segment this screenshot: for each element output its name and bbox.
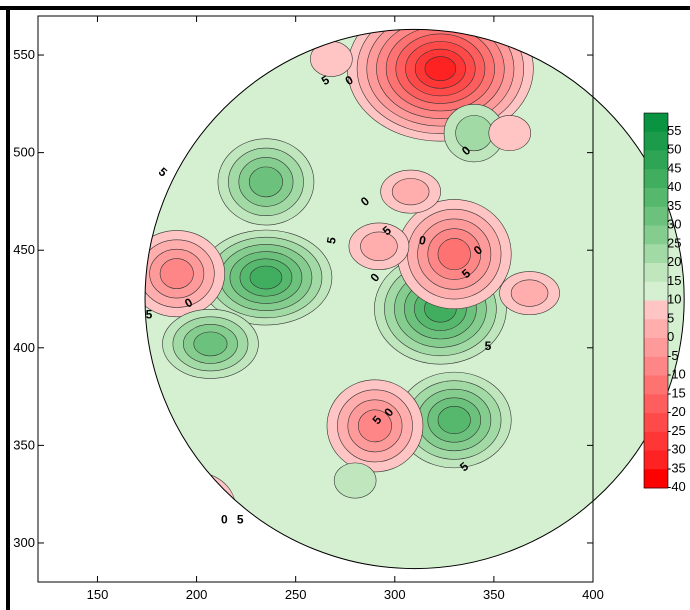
colorbar-label: 5: [667, 310, 674, 325]
colorbar-label: 50: [667, 142, 681, 157]
contour-band: [391, 178, 430, 206]
y-tick-label: 500: [13, 145, 35, 160]
x-tick-label: 200: [186, 587, 208, 602]
contour-feature: [199, 229, 333, 326]
colorbar-legend: 5550454035302520151050-5-10-15-20-25-30-…: [643, 112, 686, 494]
contour-feature: [380, 169, 441, 214]
contour-band: [488, 115, 532, 152]
colorbar-swatch: [644, 150, 668, 170]
colorbar-frame: [643, 112, 669, 489]
colorbar-label: -5: [667, 348, 679, 363]
contour-band: [248, 166, 283, 198]
x-tick-label: 400: [582, 587, 604, 602]
colorbar-label: 0: [667, 329, 674, 344]
contour-label: 0: [221, 513, 228, 527]
contour-feature: [145, 230, 226, 318]
x-tick-label: 350: [483, 587, 505, 602]
colorbar-label: -30: [667, 442, 686, 457]
contour-feature: [396, 371, 512, 469]
x-tick-label: 250: [285, 587, 307, 602]
contour-band: [159, 258, 194, 289]
colorbar-swatch: [644, 225, 668, 245]
contour-band: [193, 331, 228, 357]
contour-feature: [217, 138, 315, 226]
colorbar-label: 20: [667, 254, 681, 269]
contour-feature: [443, 104, 505, 163]
y-tick-label: 350: [13, 437, 35, 452]
contour-label: 0: [418, 233, 427, 248]
colorbar-label: 45: [667, 160, 681, 175]
contour-feature: [326, 379, 424, 473]
colorbar-label: 10: [667, 292, 681, 307]
x-tick-label: 300: [384, 587, 406, 602]
contour-band: [510, 279, 549, 307]
colorbar-swatch: [644, 244, 668, 264]
colorbar-swatch: [644, 450, 668, 470]
colorbar-swatch: [644, 281, 668, 301]
colorbar-label: -20: [667, 404, 686, 419]
colorbar-label: 15: [667, 273, 681, 288]
contour-band: [357, 409, 392, 443]
contour-feature: [499, 271, 560, 316]
colorbar-label: -25: [667, 423, 686, 438]
contour-band: [424, 56, 457, 82]
colorbar-swatch: [644, 188, 668, 208]
contour-band: [333, 462, 377, 499]
y-tick-label: 450: [13, 242, 35, 257]
contour-feature: [162, 309, 259, 379]
contour-band: [437, 406, 471, 434]
colorbar-label: 25: [667, 235, 681, 250]
colorbar-label: -10: [667, 367, 686, 382]
x-tick-label: 150: [87, 587, 109, 602]
colorbar-label: 55: [667, 123, 681, 138]
contour-label: 5: [324, 236, 339, 245]
y-tick-label: 300: [13, 535, 35, 550]
colorbar-label: 30: [667, 217, 681, 232]
colorbar-label: 35: [667, 198, 681, 213]
colorbar-label: 40: [667, 179, 681, 194]
colorbar-swatch: [644, 469, 668, 489]
colorbar-swatch: [644, 375, 668, 395]
x-axis: 150 200 250 300 350 400: [87, 16, 604, 602]
colorbar-swatch: [644, 413, 668, 433]
contour-label: 5: [485, 339, 492, 353]
contour-label: 5: [146, 308, 153, 322]
colorbar-swatch: [644, 338, 668, 358]
contour-band: [437, 238, 471, 271]
contour-band: [249, 265, 283, 290]
contour-band: [360, 231, 398, 262]
colorbar-swatch: [644, 300, 668, 320]
colorbar-swatch: [644, 356, 668, 376]
colorbar-swatch: [644, 131, 668, 151]
plot-frame: [37, 15, 594, 583]
colorbar-label: -35: [667, 460, 686, 475]
colorbar-label: -15: [667, 385, 686, 400]
colorbar-swatch: [644, 319, 668, 339]
contour-feature: [348, 222, 410, 271]
contour-feature: [333, 462, 377, 499]
colorbar-swatch: [644, 431, 668, 451]
y-tick-label: 400: [13, 340, 35, 355]
contour-feature: [488, 115, 532, 152]
colorbar-swatch: [644, 263, 668, 283]
colorbar-swatch: [644, 394, 668, 414]
disc-outline: [144, 28, 685, 570]
contour-label: 5: [237, 513, 244, 527]
colorbar-swatch: [644, 206, 668, 226]
y-tick-label: 550: [13, 47, 35, 62]
colorbar-label: -40: [667, 479, 686, 494]
colorbar-swatch: [644, 113, 668, 133]
contour-feature: [396, 199, 512, 310]
colorbar-swatch: [644, 169, 668, 189]
